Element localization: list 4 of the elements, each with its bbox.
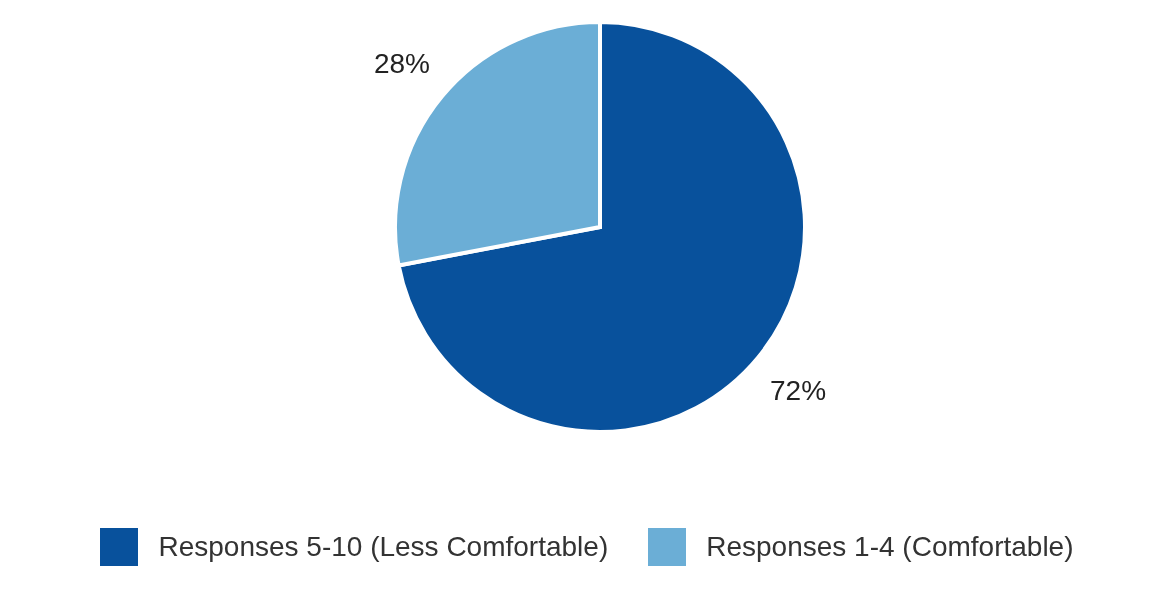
data-label: 28% — [373, 47, 430, 79]
legend-label: Responses 1-4 (Comfortable) — [706, 531, 1074, 563]
data-label: 72% — [770, 375, 827, 407]
legend-label: Responses 5-10 (Less Comfortable) — [158, 531, 609, 563]
